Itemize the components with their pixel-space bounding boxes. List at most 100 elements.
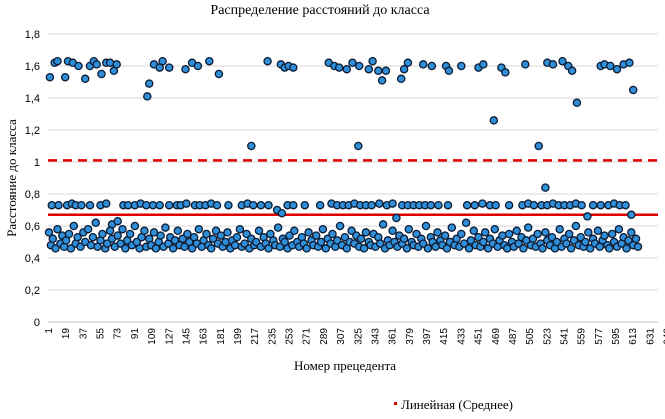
data-point [388, 199, 397, 208]
data-point [434, 200, 443, 210]
x-tick-label: 451 [474, 328, 485, 345]
data-point [91, 218, 100, 228]
data-point [375, 199, 384, 208]
data-point [491, 200, 500, 210]
data-point [356, 234, 366, 244]
y-tick-labels: 0 0,2 0,4 0,6 0,8 1 1,2 1,4 1,6 1,8 [25, 29, 40, 329]
x-tick-label: 127 [164, 328, 175, 345]
x-tick-label: 379 [405, 328, 416, 345]
data-point [504, 229, 514, 239]
data-point [354, 141, 363, 151]
data-point [628, 85, 638, 95]
data-point [256, 200, 266, 210]
chart-title: Распределение расстояний до класса [210, 3, 430, 18]
data-point [470, 200, 479, 210]
data-point [404, 224, 414, 234]
data-point [361, 228, 371, 237]
data-point [223, 228, 232, 237]
data-point [538, 244, 547, 253]
data-point [605, 244, 614, 253]
data-point [572, 98, 582, 108]
y-tick-label: 1,2 [25, 125, 40, 137]
data-point [69, 221, 79, 231]
data-point [548, 60, 558, 69]
data-point [181, 64, 190, 74]
x-tick-label: 487 [508, 328, 519, 345]
data-point [118, 224, 127, 234]
data-point [318, 224, 328, 234]
x-tick-label: 469 [491, 328, 502, 345]
data-point [83, 224, 93, 234]
data-point [264, 200, 273, 210]
data-point [359, 244, 369, 253]
data-point [112, 60, 121, 69]
y-tick-label: 1 [34, 157, 40, 169]
data-point [263, 56, 272, 66]
data-point [74, 61, 83, 71]
data-point [577, 200, 586, 210]
data-point [342, 64, 352, 74]
legend-label: Линейная (Среднее) [401, 397, 513, 412]
data-point [45, 72, 55, 82]
data-point [216, 231, 226, 240]
data-point [206, 244, 216, 253]
data-point [447, 223, 457, 232]
data-point [311, 231, 321, 240]
x-tick-label: 307 [336, 328, 347, 345]
data-point [479, 60, 488, 69]
data-point [627, 228, 636, 237]
data-point [381, 66, 391, 76]
data-point [101, 199, 111, 208]
y-tick-label: 1,6 [25, 61, 40, 73]
data-point [498, 231, 507, 240]
data-point [212, 200, 222, 210]
data-point [581, 237, 590, 247]
data-point [105, 226, 115, 236]
data-point [183, 229, 192, 239]
data-point [155, 200, 164, 210]
x-tick-labels: 1 19 37 55 73 91 109 127 145 163 181 199 217 235 253 27… [44, 328, 665, 345]
data-point [489, 116, 499, 125]
data-point [374, 66, 383, 76]
data-point [182, 199, 191, 208]
x-tick-label: 37 [78, 328, 89, 340]
data-point [627, 210, 636, 220]
x-tick-label: 109 [147, 328, 158, 345]
data-point [367, 200, 376, 210]
data-point [224, 200, 233, 210]
y-tick-label: 0,8 [25, 189, 40, 201]
data-point [480, 228, 490, 237]
data-point [98, 229, 107, 239]
y-axis-label: Расстояние до класса [4, 119, 19, 237]
x-tick-label: 649 [663, 328, 665, 345]
data-point [377, 76, 387, 85]
data-point [418, 60, 428, 69]
y-tick-label: 0,2 [25, 285, 40, 297]
data-point [555, 224, 564, 234]
data-point [193, 61, 203, 71]
data-point [378, 220, 388, 229]
data-point [461, 218, 471, 228]
data-point [433, 228, 442, 237]
legend: Линейная (Среднее) [394, 397, 513, 412]
x-tick-label: 595 [611, 328, 622, 345]
data-point [541, 228, 550, 237]
data-point [541, 183, 550, 192]
data-point [48, 234, 58, 244]
data-point [64, 229, 74, 239]
y-tick-label: 0,4 [25, 253, 40, 265]
data-point [135, 244, 144, 253]
data-point [625, 58, 634, 68]
data-point [194, 224, 204, 234]
data-point [364, 64, 374, 74]
data-point [113, 216, 122, 226]
data-point [633, 242, 643, 252]
data-point [521, 60, 530, 69]
data-point [149, 228, 159, 237]
data-points [44, 56, 643, 253]
data-point [426, 200, 436, 210]
data-point [440, 231, 450, 240]
x-tick-label: 289 [319, 328, 330, 345]
data-point [248, 200, 258, 210]
data-point [173, 226, 183, 236]
